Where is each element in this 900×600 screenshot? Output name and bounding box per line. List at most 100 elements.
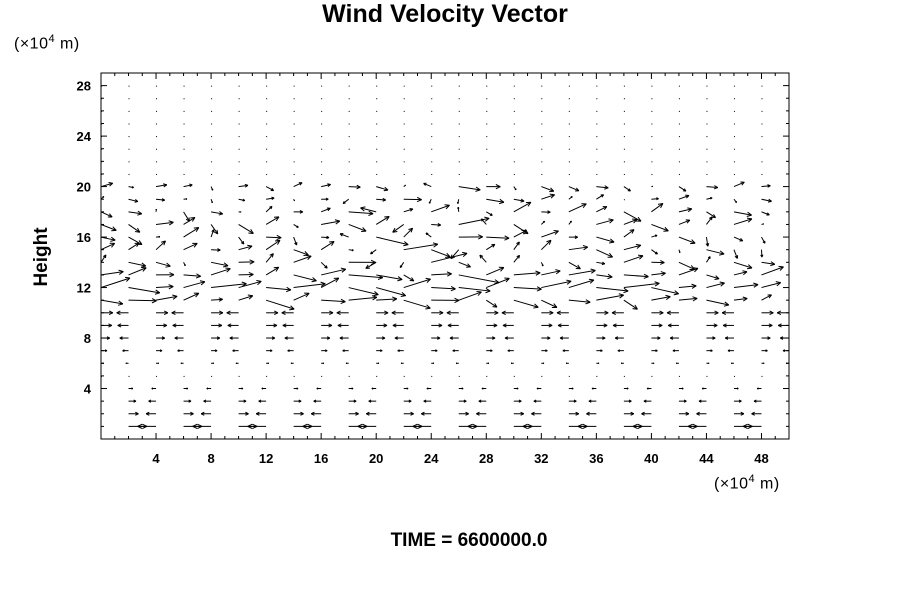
wind-vector bbox=[266, 173, 268, 175]
wind-vector bbox=[101, 269, 124, 276]
wind-vector bbox=[510, 362, 514, 365]
wind-vector bbox=[320, 261, 328, 269]
y-tick-label: 4 bbox=[84, 382, 92, 397]
wind-vector bbox=[678, 194, 690, 200]
wind-vector bbox=[761, 281, 781, 289]
wind-vector bbox=[266, 336, 276, 340]
wind-vector bbox=[376, 296, 398, 302]
wind-vector bbox=[651, 85, 653, 87]
wind-vector bbox=[91, 412, 101, 415]
wind-vector bbox=[238, 85, 240, 87]
wind-vector bbox=[293, 281, 326, 289]
wind-vector bbox=[486, 211, 493, 216]
wind-vector bbox=[238, 294, 254, 301]
wind-vector bbox=[568, 203, 587, 213]
wind-vector bbox=[541, 85, 543, 87]
wind-vector bbox=[513, 224, 529, 235]
wind-vector bbox=[678, 236, 696, 245]
wind-vector bbox=[513, 299, 539, 309]
wind-vector bbox=[266, 98, 268, 100]
wind-vector bbox=[623, 387, 629, 390]
x-tick-label: 8 bbox=[207, 451, 214, 466]
x-tick-label: 28 bbox=[479, 451, 493, 466]
wind-vector bbox=[376, 236, 409, 247]
wind-vector bbox=[458, 85, 460, 87]
wind-vector bbox=[137, 423, 157, 430]
wind-vector bbox=[513, 270, 541, 276]
wind-vector bbox=[183, 242, 198, 251]
wind-vector bbox=[238, 136, 240, 138]
wind-vector bbox=[348, 184, 361, 190]
wind-vector bbox=[321, 310, 334, 316]
wind-vector bbox=[316, 387, 322, 390]
wind-vector bbox=[403, 161, 405, 163]
wind-vector bbox=[733, 270, 748, 276]
wind-vector bbox=[431, 362, 435, 365]
wind-vector bbox=[101, 223, 117, 232]
wind-vector bbox=[227, 323, 239, 328]
wind-vector bbox=[513, 110, 515, 112]
wind-vector bbox=[761, 198, 772, 203]
wind-vector bbox=[486, 362, 490, 365]
wind-vector bbox=[348, 375, 350, 377]
wind-vector bbox=[366, 411, 377, 416]
wind-vector bbox=[211, 310, 224, 316]
wind-vector bbox=[623, 98, 625, 100]
vector-field bbox=[91, 85, 789, 430]
wind-vector bbox=[210, 229, 215, 238]
wind-vector bbox=[265, 216, 280, 225]
wind-vector bbox=[678, 173, 680, 175]
wind-vector bbox=[145, 411, 157, 416]
wind-vector bbox=[238, 259, 255, 265]
wind-vector bbox=[761, 98, 763, 100]
wind-vector bbox=[183, 173, 185, 175]
wind-vector bbox=[403, 242, 439, 251]
wind-vector bbox=[577, 423, 597, 430]
wind-vector bbox=[183, 98, 185, 100]
wind-vector bbox=[651, 136, 653, 138]
wind-vector bbox=[287, 349, 294, 353]
wind-vector bbox=[596, 336, 606, 340]
wind-vector bbox=[370, 249, 377, 255]
wind-vector bbox=[211, 148, 213, 150]
wind-vector bbox=[266, 286, 292, 293]
wind-vector bbox=[678, 85, 680, 87]
wind-vector bbox=[211, 336, 221, 340]
wind-vector bbox=[348, 259, 376, 266]
wind-vector bbox=[568, 268, 596, 276]
wind-vector bbox=[156, 148, 158, 150]
wind-vector bbox=[568, 123, 570, 125]
wind-vector bbox=[788, 287, 789, 288]
wind-vector bbox=[596, 375, 598, 377]
wind-vector bbox=[513, 123, 515, 125]
wind-vector bbox=[431, 349, 438, 353]
wind-vector bbox=[678, 261, 695, 270]
wind-vector bbox=[266, 234, 282, 241]
wind-vector bbox=[431, 297, 460, 304]
wind-vector bbox=[94, 400, 101, 402]
wind-vector bbox=[733, 110, 735, 112]
wind-vector bbox=[428, 199, 432, 204]
wind-vector bbox=[376, 287, 407, 298]
wind-vector bbox=[211, 323, 223, 328]
wind-vector bbox=[541, 161, 543, 163]
wind-vector bbox=[651, 362, 655, 365]
wind-vector bbox=[210, 224, 219, 235]
wind-vector bbox=[122, 349, 129, 353]
wind-vector bbox=[696, 411, 707, 416]
wind-vector bbox=[596, 323, 608, 328]
wind-vector bbox=[321, 298, 346, 305]
wind-vector bbox=[321, 148, 323, 150]
wind-vector bbox=[513, 254, 521, 263]
wind-vector bbox=[687, 423, 707, 430]
wind-vector bbox=[348, 210, 374, 216]
wind-vector bbox=[375, 215, 390, 225]
wind-vector bbox=[706, 323, 718, 328]
wind-vector bbox=[311, 411, 322, 416]
wind-vector bbox=[293, 274, 317, 283]
wind-vector bbox=[431, 271, 452, 277]
wind-vector bbox=[513, 98, 515, 100]
wind-vector bbox=[376, 98, 378, 100]
wind-vector bbox=[540, 262, 544, 267]
wind-vector bbox=[513, 198, 525, 203]
